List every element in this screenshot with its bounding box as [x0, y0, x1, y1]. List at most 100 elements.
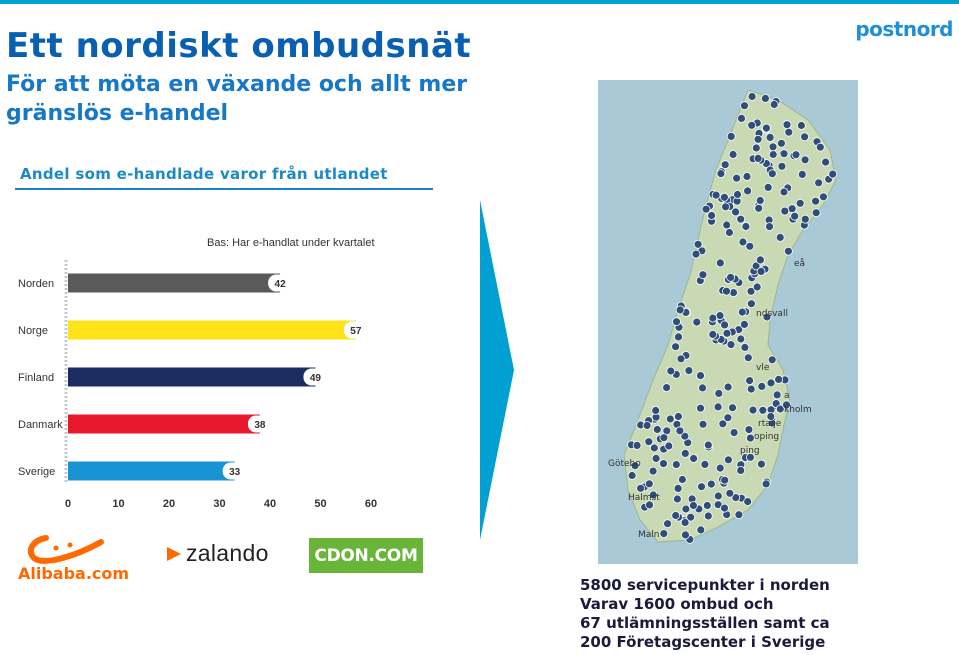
service-point-pin-icon — [659, 459, 668, 469]
category-label: Danmark — [18, 419, 63, 431]
service-point-pin-icon — [630, 461, 640, 471]
service-point-pin-icon — [652, 425, 662, 434]
service-point-pin-icon — [680, 518, 690, 527]
service-point-pin-icon — [811, 196, 821, 206]
service-point-pin-icon — [779, 149, 789, 159]
service-point-pin-icon — [715, 463, 725, 473]
stats-line: Varav 1600 ombud och — [580, 595, 774, 613]
service-point-pin-icon — [745, 433, 755, 443]
service-point-pin-icon — [725, 488, 735, 498]
service-point-pin-icon — [686, 512, 696, 522]
service-point-pin-icon — [758, 405, 768, 415]
map-label: Maln — [638, 530, 660, 540]
value-badge — [222, 462, 247, 480]
chart-subtitle: Bas: Har e-handlat under kvartalet — [207, 237, 375, 249]
service-point-pin-icon — [649, 443, 659, 453]
x-tick-label: 0 — [65, 498, 71, 510]
service-point-pin-icon — [651, 453, 661, 463]
map-label: rtalje — [758, 419, 782, 429]
service-point-pin-icon — [800, 214, 810, 224]
service-point-pin-icon — [697, 482, 706, 492]
service-point-pin-icon — [772, 390, 782, 400]
service-point-pin-icon — [696, 525, 706, 535]
service-point-pin-icon — [698, 270, 708, 280]
x-tick-label: 40 — [264, 498, 276, 510]
service-point-pin-icon — [755, 255, 765, 265]
service-point-pin-icon — [671, 460, 681, 470]
service-point-pin-icon — [746, 286, 756, 296]
service-point-pin-icon — [784, 127, 794, 137]
service-point-pin-icon — [708, 329, 718, 339]
service-point-pin-icon — [720, 320, 729, 330]
service-point-pin-icon — [726, 272, 736, 282]
bar — [68, 273, 281, 293]
service-point-pin-icon — [737, 114, 746, 123]
service-point-pin-icon — [676, 354, 686, 364]
service-point-pin-icon — [756, 266, 766, 276]
service-point-pin-icon — [711, 190, 721, 200]
service-point-pin-icon — [797, 170, 807, 179]
service-point-pin-icon — [715, 258, 725, 268]
service-point-pin-icon — [741, 222, 751, 231]
page-title: Ett nordiskt ombudsnät — [6, 26, 472, 66]
top-accent-bar — [0, 0, 959, 4]
bar — [68, 461, 235, 481]
cdon-logo: CDON.COM — [309, 538, 423, 573]
map-label: Halmst — [628, 493, 660, 503]
service-point-pin-icon — [703, 440, 713, 450]
service-point-pin-icon — [779, 187, 789, 197]
service-point-pin-icon — [762, 312, 772, 322]
service-point-pin-icon — [768, 142, 778, 152]
map-label: ndsvall — [756, 309, 788, 319]
service-point-pin-icon — [706, 479, 716, 489]
service-point-pin-icon — [720, 192, 729, 202]
service-point-pin-icon — [783, 246, 793, 256]
heading-divider — [15, 188, 433, 190]
pins-layer — [627, 92, 838, 544]
service-point-pin-icon — [761, 479, 771, 489]
service-point-pin-icon — [692, 317, 702, 327]
service-point-pin-icon — [721, 202, 730, 212]
bar — [68, 414, 260, 434]
x-tick-label: 30 — [213, 498, 225, 510]
service-point-pin-icon — [776, 138, 786, 148]
service-point-pin-icon — [742, 172, 752, 181]
service-point-pin-icon — [745, 452, 755, 462]
bars-layer: Norden 42 Norge 57 Finland 49 Danmark 38 Sverige… — [18, 260, 377, 510]
service-point-pin-icon — [681, 530, 690, 540]
service-point-pin-icon — [751, 143, 761, 153]
service-point-pin-icon — [729, 428, 739, 438]
service-point-pin-icon — [780, 206, 790, 216]
service-point-pin-icon — [722, 220, 732, 230]
zalando-wordmark: zalando — [186, 540, 269, 566]
category-label: Norge — [18, 325, 48, 337]
service-point-pin-icon — [696, 403, 705, 413]
service-point-pin-icon — [720, 503, 729, 513]
service-point-pin-icon — [681, 504, 691, 514]
service-point-pin-icon — [740, 101, 749, 111]
service-point-pin-icon — [765, 222, 774, 232]
service-point-pin-icon — [746, 384, 756, 394]
service-point-pin-icon — [714, 388, 724, 398]
service-point-pin-icon — [768, 150, 778, 159]
service-point-pin-icon — [761, 123, 771, 133]
service-point-pin-icon — [769, 100, 779, 109]
value-badge — [247, 415, 272, 433]
value-badge — [268, 274, 293, 292]
data-label: 38 — [254, 420, 266, 431]
service-point-pin-icon — [736, 465, 746, 475]
service-point-pin-icon — [645, 500, 654, 510]
zalando-logo: zalando — [165, 540, 269, 567]
service-point-pin-icon — [731, 493, 741, 503]
service-point-pin-icon — [674, 412, 683, 421]
service-point-pin-icon — [736, 214, 746, 224]
service-point-pin-icon — [715, 311, 725, 321]
service-point-pin-icon — [664, 441, 674, 451]
service-point-pin-icon — [757, 381, 767, 391]
service-point-pin-icon — [680, 431, 690, 441]
service-point-pin-icon — [796, 121, 806, 130]
service-point-pin-icon — [756, 459, 766, 469]
service-point-pin-icon — [708, 313, 718, 323]
service-point-pin-icon — [753, 134, 763, 144]
service-point-pin-icon — [675, 305, 685, 315]
